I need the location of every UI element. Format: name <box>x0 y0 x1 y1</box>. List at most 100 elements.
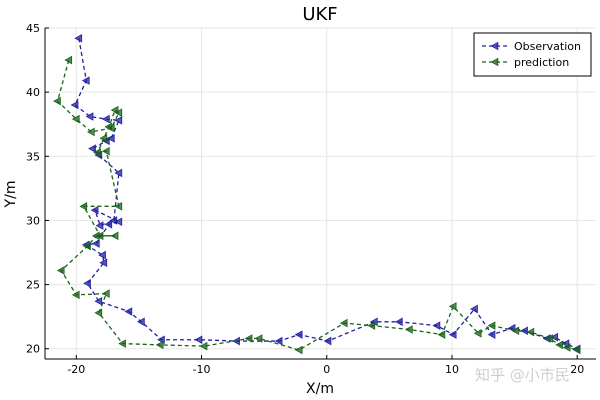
data-point-observation <box>91 239 100 248</box>
data-point-prediction <box>572 345 581 355</box>
legend-label-prediction: prediction <box>514 56 569 69</box>
data-point-prediction <box>545 334 553 343</box>
data-point-prediction <box>64 55 73 65</box>
data-point-prediction <box>53 96 61 106</box>
data-point-observation <box>137 317 145 327</box>
data-point-observation <box>520 326 528 336</box>
data-point-prediction <box>114 202 123 211</box>
data-point-observation <box>432 321 441 330</box>
y-tick-label: 20 <box>26 343 40 356</box>
data-point-observation <box>90 205 99 215</box>
data-point-observation <box>114 116 123 125</box>
legend: Observation prediction <box>473 32 592 77</box>
data-point-prediction <box>526 327 535 337</box>
data-point-observation <box>114 217 123 227</box>
x-tick-label: 20 <box>570 363 584 376</box>
data-point-observation <box>448 330 457 339</box>
data-point-observation <box>81 76 90 85</box>
y-tick-label: 45 <box>26 22 40 35</box>
x-tick-label: -20 <box>67 363 85 376</box>
data-point-observation <box>88 144 96 153</box>
data-series <box>53 33 581 355</box>
axes <box>44 27 596 360</box>
y-tick-label: 30 <box>26 214 40 227</box>
data-point-observation <box>83 279 91 288</box>
data-point-prediction <box>118 339 126 348</box>
y-tick-label: 40 <box>26 86 40 99</box>
data-point-prediction <box>91 231 100 241</box>
data-point-observation <box>94 296 103 306</box>
series-line-prediction <box>56 59 578 351</box>
data-point-observation <box>470 304 478 314</box>
y-tick-label: 25 <box>26 279 40 292</box>
data-point-observation <box>323 336 332 346</box>
data-point-observation <box>274 336 283 346</box>
y-tick-label: 35 <box>26 150 40 163</box>
watermark-text: 知乎 @小市民 <box>475 366 570 384</box>
data-point-prediction <box>71 114 80 124</box>
data-point-prediction <box>83 241 91 251</box>
data-point-prediction <box>79 202 88 211</box>
data-point-prediction <box>101 289 110 298</box>
grid-lines <box>45 27 596 359</box>
chart-title: UKF <box>302 4 337 25</box>
data-point-prediction <box>511 326 520 336</box>
data-point-prediction <box>71 290 80 300</box>
series-observation <box>70 33 581 354</box>
data-point-observation <box>104 220 113 229</box>
data-point-observation <box>550 332 558 342</box>
data-point-prediction <box>114 108 123 117</box>
data-point-observation <box>98 250 106 260</box>
data-point-prediction <box>437 330 446 339</box>
data-point-prediction <box>86 127 95 137</box>
legend-marker-observation <box>490 41 499 51</box>
series-prediction <box>53 55 581 355</box>
x-axis-title: X/m <box>306 381 334 397</box>
data-point-observation <box>487 330 496 339</box>
data-point-prediction <box>404 325 413 334</box>
data-point-prediction <box>93 148 101 157</box>
data-point-observation <box>99 258 108 268</box>
data-point-prediction <box>95 231 104 241</box>
data-point-prediction <box>94 308 103 318</box>
series-line-observation <box>74 38 578 350</box>
data-point-prediction <box>339 318 348 328</box>
x-tick-label: 0 <box>323 363 330 376</box>
data-point-prediction <box>199 341 208 351</box>
data-point-prediction <box>99 134 108 143</box>
data-point-prediction <box>254 334 263 343</box>
data-point-prediction <box>294 345 303 355</box>
data-point-prediction <box>555 340 563 350</box>
data-point-prediction <box>101 146 110 156</box>
data-point-observation <box>109 216 118 225</box>
data-point-prediction <box>110 231 119 241</box>
data-point-prediction <box>56 266 65 275</box>
data-point-observation <box>124 307 133 316</box>
data-point-prediction <box>487 321 496 330</box>
data-point-prediction <box>448 302 457 311</box>
y-axis-title: Y/m <box>3 181 19 209</box>
legend-marker-prediction <box>490 57 499 67</box>
data-point-observation <box>70 100 79 110</box>
data-point-prediction <box>562 343 571 352</box>
data-point-prediction <box>244 334 253 343</box>
data-point-observation <box>95 221 104 230</box>
data-point-observation <box>101 114 110 124</box>
data-point-prediction <box>473 329 482 338</box>
data-point-observation <box>294 330 303 339</box>
data-point-observation <box>106 134 115 143</box>
data-point-prediction <box>367 321 376 330</box>
legend-label-observation: Observation <box>514 40 581 53</box>
data-point-prediction <box>104 122 113 132</box>
data-point-observation <box>85 112 94 121</box>
data-point-observation <box>394 317 403 327</box>
data-point-prediction <box>110 105 119 115</box>
data-point-prediction <box>155 340 164 350</box>
tick-labels: -20 -10 0 10 20 20 25 30 35 40 45 <box>26 22 584 376</box>
data-point-observation <box>114 168 123 178</box>
data-point-observation <box>74 33 83 43</box>
data-point-observation <box>194 335 203 345</box>
x-tick-label: 10 <box>445 363 459 376</box>
x-tick-label: -10 <box>193 363 211 376</box>
